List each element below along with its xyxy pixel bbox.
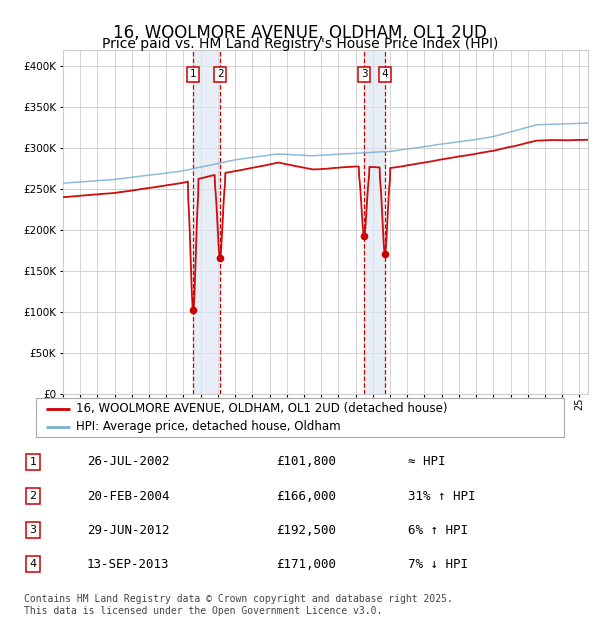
Text: 2: 2	[217, 69, 223, 79]
Text: 2: 2	[29, 491, 37, 501]
Text: £166,000: £166,000	[276, 490, 336, 502]
Bar	[193, 50, 220, 394]
Text: 1: 1	[29, 457, 37, 467]
Text: Price paid vs. HM Land Registry's House Price Index (HPI): Price paid vs. HM Land Registry's House …	[102, 37, 498, 51]
Text: 1: 1	[190, 69, 197, 79]
Text: £192,500: £192,500	[276, 524, 336, 536]
Text: 3: 3	[29, 525, 37, 535]
Text: 20-FEB-2004: 20-FEB-2004	[87, 490, 170, 502]
Text: 7% ↓ HPI: 7% ↓ HPI	[408, 558, 468, 570]
Text: HPI: Average price, detached house, Oldham: HPI: Average price, detached house, Oldh…	[76, 420, 340, 433]
Bar	[364, 50, 385, 394]
Text: 29-JUN-2012: 29-JUN-2012	[87, 524, 170, 536]
Text: £171,000: £171,000	[276, 558, 336, 570]
Text: 3: 3	[361, 69, 367, 79]
Text: 16, WOOLMORE AVENUE, OLDHAM, OL1 2UD (detached house): 16, WOOLMORE AVENUE, OLDHAM, OL1 2UD (de…	[76, 402, 447, 415]
Text: 31% ↑ HPI: 31% ↑ HPI	[408, 490, 476, 502]
Text: ≈ HPI: ≈ HPI	[408, 456, 446, 468]
Text: £101,800: £101,800	[276, 456, 336, 468]
Text: 6% ↑ HPI: 6% ↑ HPI	[408, 524, 468, 536]
Text: 26-JUL-2002: 26-JUL-2002	[87, 456, 170, 468]
Text: 16, WOOLMORE AVENUE, OLDHAM, OL1 2UD: 16, WOOLMORE AVENUE, OLDHAM, OL1 2UD	[113, 24, 487, 42]
Text: 13-SEP-2013: 13-SEP-2013	[87, 558, 170, 570]
Text: 4: 4	[382, 69, 388, 79]
Text: 4: 4	[29, 559, 37, 569]
Text: Contains HM Land Registry data © Crown copyright and database right 2025.
This d: Contains HM Land Registry data © Crown c…	[24, 594, 453, 616]
